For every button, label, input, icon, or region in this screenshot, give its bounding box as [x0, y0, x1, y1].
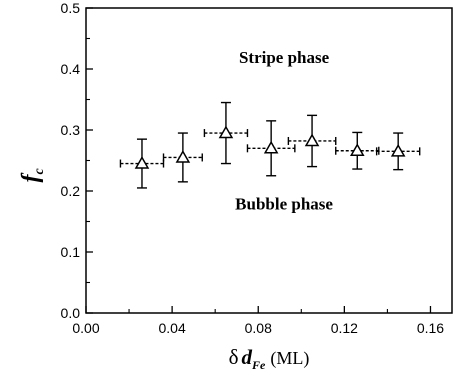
x-tick-label: 0.00	[72, 320, 99, 336]
x-tick-label: 0.04	[158, 320, 185, 336]
y-tick-label: 0.0	[61, 305, 81, 321]
y-axis-label-var: f	[18, 173, 44, 183]
annotations: Stripe phase Bubble phase	[235, 48, 333, 213]
x-axis-label: δ dFe (ML)	[229, 345, 310, 372]
y-tick-label: 0.4	[61, 61, 81, 77]
y-axis-ticks: 0.0 0.1 0.2 0.3 0.4 0.5	[61, 0, 93, 321]
data-point	[335, 131, 380, 170]
x-axis-label-sub: Fe	[251, 358, 266, 372]
y-tick-label: 0.1	[61, 244, 81, 260]
data-point	[203, 101, 249, 165]
phase-annotation: Stripe phase	[239, 48, 330, 67]
data-series	[119, 101, 421, 189]
triangle-marker	[304, 133, 320, 147]
y-tick-label: 0.3	[61, 122, 81, 138]
data-point	[119, 138, 165, 189]
data-point	[162, 132, 203, 183]
plot-frame	[85, 7, 453, 314]
x-axis-ticks: 0.00 0.04 0.08 0.12 0.16	[72, 306, 444, 336]
phase-annotation: Bubble phase	[235, 194, 333, 213]
y-axis-label-sub: c	[32, 168, 47, 175]
x-axis-label-delta: δ	[229, 345, 239, 369]
y-tick-label: 0.5	[61, 0, 81, 16]
x-tick-label: 0.12	[331, 320, 358, 336]
x-axis-label-var: d	[242, 345, 253, 369]
data-point	[246, 120, 296, 177]
x-axis-label-unit: (ML)	[270, 348, 309, 369]
y-axis-label: fc	[18, 168, 47, 183]
data-point	[375, 132, 421, 171]
triangle-marker	[218, 125, 234, 139]
triangle-marker	[134, 156, 150, 169]
x-tick-label: 0.08	[245, 320, 272, 336]
triangle-marker	[390, 143, 406, 157]
x-tick-label: 0.16	[417, 320, 444, 336]
y-tick-label: 0.2	[61, 183, 81, 199]
triangle-marker	[175, 149, 191, 163]
triangle-marker	[263, 140, 279, 154]
triangle-marker	[349, 143, 365, 156]
data-point	[287, 114, 337, 168]
